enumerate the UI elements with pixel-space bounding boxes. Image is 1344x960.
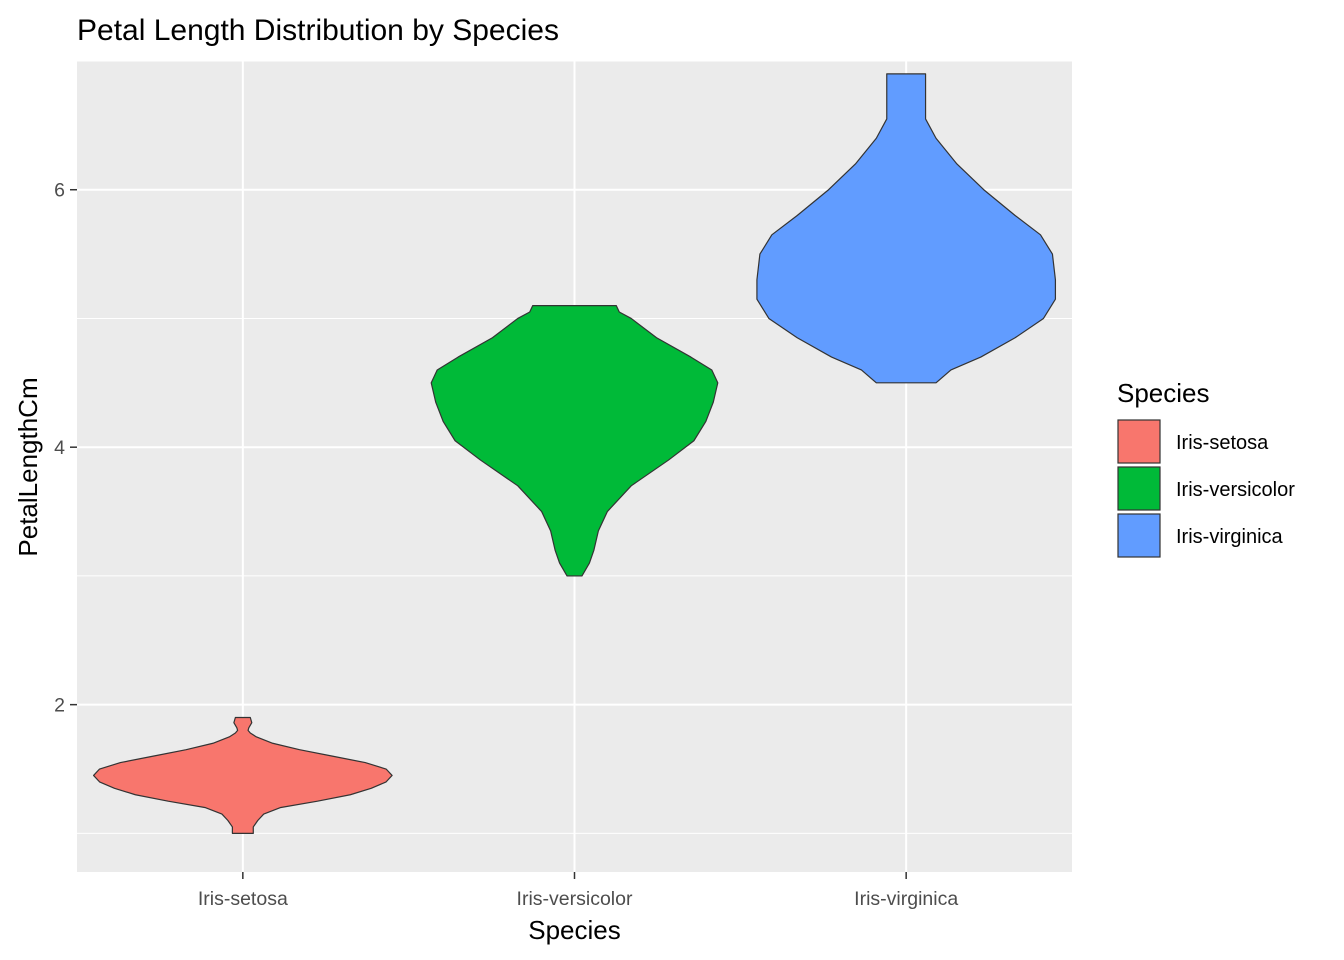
x-axis-title: Species xyxy=(528,915,621,945)
violin-iris-setosa xyxy=(92,716,393,834)
legend-label: Iris-virginica xyxy=(1176,526,1284,548)
x-axis: Iris-setosa Iris-versicolor Iris-virginica xyxy=(198,872,958,910)
legend-key-iris-setosa xyxy=(1117,419,1161,464)
x-tick-label: Iris-setosa xyxy=(198,888,288,910)
x-tick-label: Iris-versicolor xyxy=(517,888,633,910)
violin-iris-versicolor xyxy=(430,304,719,577)
y-tick-label: 6 xyxy=(54,180,65,202)
legend-title: Species xyxy=(1117,378,1210,408)
violins xyxy=(92,73,1057,834)
legend-key-iris-versicolor xyxy=(1117,466,1161,511)
y-tick-label: 4 xyxy=(54,437,65,459)
violin-iris-virginica xyxy=(756,73,1057,384)
y-tick-label: 2 xyxy=(54,695,65,717)
chart-title: Petal Length Distribution by Species xyxy=(77,14,559,47)
x-tick-label: Iris-virginica xyxy=(854,888,958,910)
y-axis: 2 4 6 xyxy=(54,180,77,717)
legend: Species Iris-setosa Iris-versicolor Iris-v… xyxy=(1117,378,1295,558)
legend-label: Iris-setosa xyxy=(1176,432,1269,454)
legend-label: Iris-versicolor xyxy=(1176,479,1295,501)
y-axis-title: PetalLengthCm xyxy=(13,377,43,556)
legend-key-iris-virginica xyxy=(1117,513,1161,558)
